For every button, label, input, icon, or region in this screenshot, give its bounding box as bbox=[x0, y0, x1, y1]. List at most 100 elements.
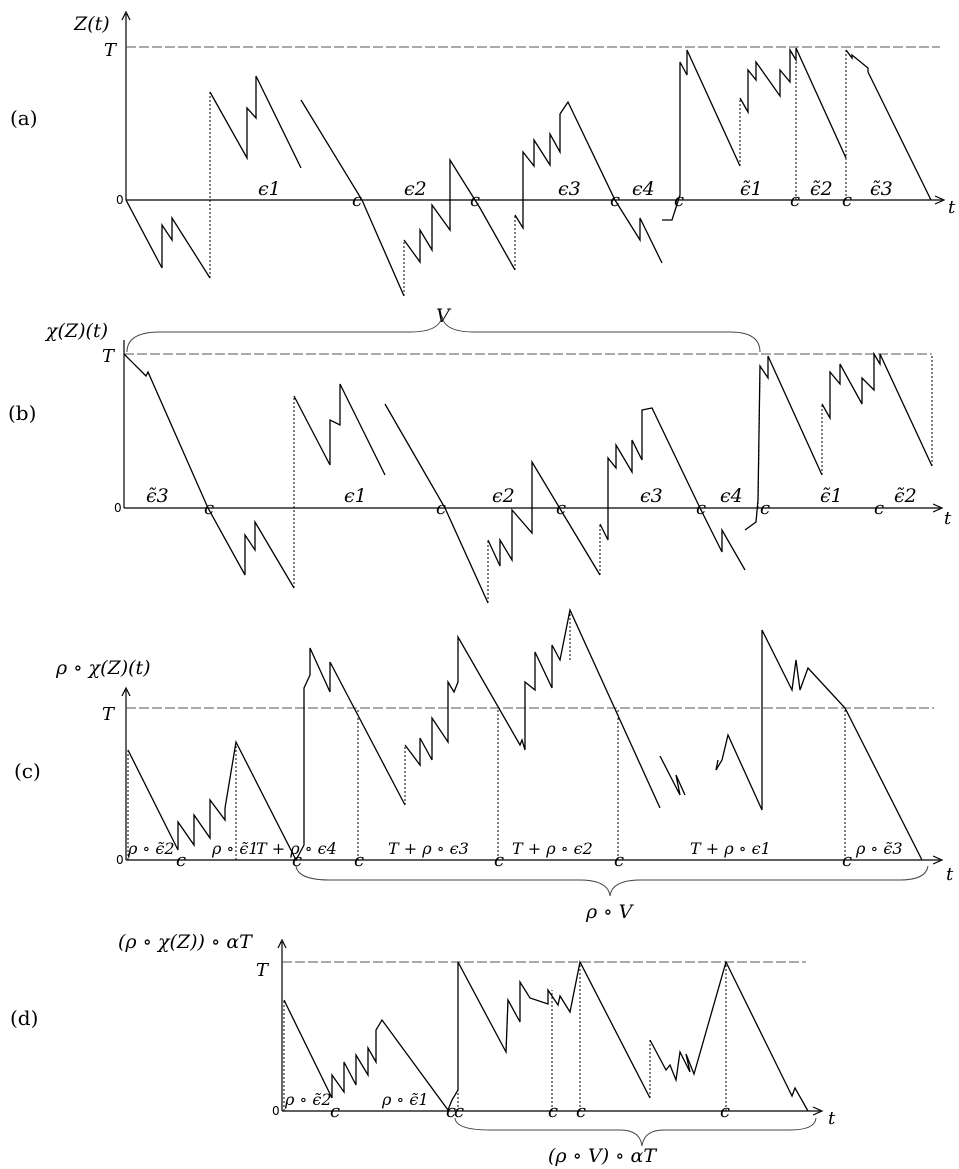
panel-c-brace-label: ρ ∘ V bbox=[585, 901, 635, 923]
panel-b-tag: (b) bbox=[8, 401, 36, 425]
segment-label: ϵ4 bbox=[720, 485, 743, 507]
segment-mark: c bbox=[842, 850, 852, 871]
segment-label: ϵ1 bbox=[344, 485, 367, 507]
panel-a-segment-marks: c c c c c c bbox=[352, 190, 852, 211]
panel-d-brace bbox=[454, 1117, 817, 1147]
segment-mark: c bbox=[556, 498, 566, 519]
panel-a-segment-labels: ϵ1 ϵ2 ϵ3 ϵ4 ϵ̃1 ϵ̃2 ϵ̃3 bbox=[258, 178, 893, 200]
panel-a-x-arrow bbox=[934, 195, 946, 205]
segment-mark: c bbox=[204, 498, 214, 519]
segment-label: ϵ3 bbox=[640, 485, 663, 507]
panel-c-zero: 0 bbox=[116, 853, 124, 867]
segment-mark: c bbox=[292, 850, 302, 871]
segment-mark: c bbox=[674, 190, 684, 211]
panel-c-ylabel: ρ ∘ χ(Z)(t) bbox=[55, 657, 151, 679]
segment-mark: c bbox=[720, 1101, 730, 1122]
panel-b-jumps bbox=[293, 354, 933, 603]
panel-b-t: t bbox=[944, 508, 952, 529]
panel-a-zero: 0 bbox=[116, 193, 124, 207]
panel-a-jumps bbox=[209, 48, 847, 296]
panel-b: (b) χ(Z)(t) V T 0 t c c c c c c ϵ̃3 ϵ1 ϵ… bbox=[8, 305, 952, 604]
segment-label: ϵ̃2 bbox=[810, 178, 833, 200]
segment-mark: c bbox=[548, 1101, 558, 1122]
segment-label: ρ ∘ ϵ̃2 bbox=[284, 1090, 332, 1109]
panel-c-brace bbox=[295, 865, 929, 897]
segment-mark: c bbox=[176, 850, 186, 871]
segment-label: T + ρ ∘ ϵ4 bbox=[256, 839, 337, 858]
panel-b-T: T bbox=[102, 346, 116, 367]
segment-mark: c bbox=[874, 498, 884, 519]
panel-b-segment-marks: c c c c c c bbox=[204, 498, 884, 519]
panel-a-ylabel: Z(t) bbox=[73, 13, 110, 35]
panel-b-x-arrow bbox=[932, 503, 944, 513]
segment-mark: c bbox=[454, 1101, 464, 1122]
panel-c-path bbox=[127, 607, 923, 862]
segment-mark: c bbox=[354, 850, 364, 871]
segment-label: ϵ̃3 bbox=[870, 178, 893, 200]
panel-d-ylabel: (ρ ∘ χ(Z)) ∘ αT bbox=[118, 931, 253, 953]
segment-label: ϵ̃1 bbox=[740, 178, 763, 200]
segment-mark: c bbox=[494, 850, 504, 871]
segment-mark: c bbox=[352, 190, 362, 211]
panel-d: (d) (ρ ∘ χ(Z)) ∘ αT T 0 t (ρ ∘ V) ∘ αT c… bbox=[10, 931, 836, 1167]
panel-a-t: t bbox=[948, 197, 956, 218]
panel-a-y-arrow bbox=[121, 10, 131, 21]
segment-mark: c bbox=[842, 190, 852, 211]
segment-label: ρ ∘ ϵ̃2 bbox=[127, 839, 175, 858]
segment-mark: c bbox=[696, 498, 706, 519]
panel-b-zero: 0 bbox=[114, 501, 122, 515]
panel-c-T: T bbox=[102, 704, 116, 725]
segment-label: ϵ3 bbox=[558, 178, 581, 200]
panel-b-path bbox=[123, 351, 933, 604]
panel-b-brace bbox=[126, 315, 761, 353]
segment-label: ρ ∘ ϵ̃1 bbox=[211, 839, 259, 858]
panel-c-tag: (c) bbox=[14, 759, 41, 783]
panel-d-t: t bbox=[828, 1108, 836, 1129]
panel-d-segment-marks: c c c c c c bbox=[330, 1101, 730, 1122]
panel-a-tag: (a) bbox=[10, 106, 38, 130]
panel-d-segment-labels: ρ ∘ ϵ̃2 ρ ∘ ϵ̃1 bbox=[284, 1090, 429, 1109]
panel-d-jumps bbox=[283, 962, 727, 1111]
panel-c-x-arrow bbox=[932, 855, 944, 865]
panel-d-y-arrow bbox=[277, 938, 287, 949]
panel-d-path bbox=[283, 960, 809, 1112]
panel-c-y-arrow bbox=[121, 686, 131, 697]
panel-c-segment-labels: ρ ∘ ϵ̃2 ρ ∘ ϵ̃1 T + ρ ∘ ϵ4 T + ρ ∘ ϵ3 T … bbox=[127, 839, 903, 858]
panel-c-jumps bbox=[127, 610, 846, 860]
panel-b-segment-labels: ϵ̃3 ϵ1 ϵ2 ϵ3 ϵ4 ϵ̃1 ϵ̃2 bbox=[146, 485, 917, 507]
segment-label: ϵ̃2 bbox=[894, 485, 917, 507]
panel-d-T: T bbox=[256, 960, 270, 981]
panel-a-T: T bbox=[104, 40, 118, 61]
segment-label: ϵ2 bbox=[404, 178, 427, 200]
segment-mark: c bbox=[790, 190, 800, 211]
segment-mark: c bbox=[330, 1101, 340, 1122]
panel-d-zero: 0 bbox=[272, 1104, 280, 1118]
segment-label: ϵ2 bbox=[492, 485, 515, 507]
segment-mark: c bbox=[436, 498, 446, 519]
segment-label: ϵ4 bbox=[632, 178, 655, 200]
panel-d-x-arrow bbox=[812, 1106, 824, 1116]
segment-mark: c bbox=[760, 498, 770, 519]
segment-mark: c bbox=[470, 190, 480, 211]
segment-mark: c bbox=[446, 1101, 456, 1122]
segment-mark: c bbox=[610, 190, 620, 211]
segment-mark: c bbox=[614, 850, 624, 871]
panel-a: (a) Z(t) T 0 t c c c c c c ϵ1 ϵ2 ϵ3 ϵ4 ϵ… bbox=[10, 10, 956, 297]
segment-label: ϵ̃3 bbox=[146, 485, 169, 507]
panel-c-t: t bbox=[946, 864, 954, 885]
segment-label: ρ ∘ ϵ̃1 bbox=[381, 1090, 429, 1109]
panel-b-ylabel: χ(Z)(t) bbox=[44, 320, 108, 342]
segment-label: ρ ∘ ϵ̃3 bbox=[855, 839, 903, 858]
panel-d-brace-label: (ρ ∘ V) ∘ αT bbox=[548, 1145, 657, 1167]
segment-label: T + ρ ∘ ϵ2 bbox=[512, 839, 593, 858]
panel-c: (c) ρ ∘ χ(Z)(t) T 0 t ρ ∘ V c c c c c c … bbox=[14, 607, 954, 923]
panel-d-tag: (d) bbox=[10, 1006, 38, 1030]
segment-label: ϵ̃1 bbox=[820, 485, 843, 507]
segment-label: T + ρ ∘ ϵ1 bbox=[690, 839, 771, 858]
segment-label: T + ρ ∘ ϵ3 bbox=[388, 839, 469, 858]
panel-c-segment-marks: c c c c c c bbox=[176, 850, 852, 871]
segment-label: ϵ1 bbox=[258, 178, 281, 200]
segment-mark: c bbox=[576, 1101, 586, 1122]
panel-a-path bbox=[125, 47, 932, 297]
